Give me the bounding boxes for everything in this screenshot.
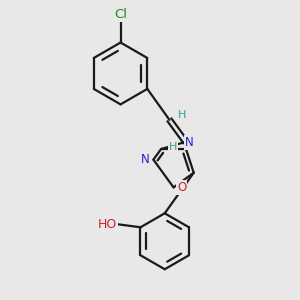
- Text: O: O: [177, 181, 186, 194]
- Text: N: N: [184, 136, 193, 149]
- Text: Cl: Cl: [114, 8, 127, 21]
- Text: N: N: [141, 153, 149, 166]
- Text: H: H: [178, 110, 186, 119]
- Text: H: H: [169, 142, 177, 152]
- Text: HO: HO: [98, 218, 117, 231]
